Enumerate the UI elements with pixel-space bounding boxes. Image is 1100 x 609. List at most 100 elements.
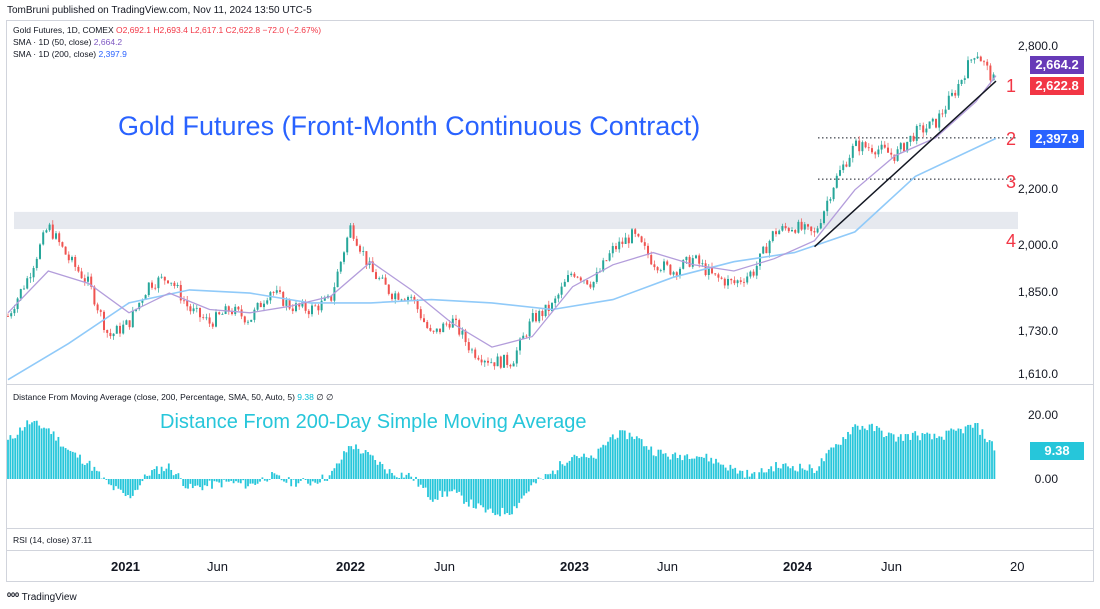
histogram-bar [830, 447, 833, 479]
candle-body [586, 280, 589, 285]
candle-body [883, 144, 886, 148]
candle-body [7, 316, 9, 317]
candle-body [176, 284, 179, 287]
candle-body [227, 306, 230, 312]
histogram-bar [806, 470, 809, 479]
candle-body [343, 252, 345, 262]
time-axis-separator [6, 550, 1094, 551]
candle-body [221, 313, 224, 315]
histogram-bar [803, 469, 806, 479]
histogram-bar [722, 464, 725, 479]
histogram-bar [715, 458, 717, 479]
histogram-bar [491, 479, 494, 513]
histogram-bar [866, 430, 869, 479]
candle-body [746, 276, 749, 283]
candle-body [512, 363, 515, 367]
candle-body [656, 267, 659, 271]
candle-body [211, 323, 214, 327]
trendline [814, 80, 997, 248]
histogram-bar [40, 428, 43, 479]
candle-body [247, 321, 249, 323]
histogram-bar [280, 479, 283, 481]
candle-body [752, 271, 755, 276]
candle-body [797, 221, 800, 233]
histogram-bar [196, 479, 199, 486]
candle-body [474, 349, 477, 358]
histogram-bar [523, 479, 525, 496]
histogram-bar [868, 424, 871, 479]
histogram-bar [57, 436, 60, 479]
candle-body [909, 135, 912, 142]
ohlc-values: O2,692.1 H2,693.4 L2,617.1 C2,622.8 −72.… [116, 25, 322, 35]
candle-body [867, 147, 870, 149]
histogram-bar [455, 479, 458, 493]
histogram-bar [614, 439, 617, 479]
candle-body [631, 229, 633, 244]
histogram-bar [254, 479, 257, 485]
histogram-bar [458, 479, 461, 492]
candle-body [416, 300, 419, 310]
histogram-bar [923, 433, 926, 479]
candle-body [48, 224, 51, 231]
histogram-bar [417, 479, 420, 487]
time-axis-label: 2021 [111, 559, 140, 574]
candle-body [391, 293, 393, 300]
candle-body [400, 299, 403, 301]
histogram-bar [525, 479, 528, 494]
histogram-bar [839, 444, 842, 479]
histogram-bar [902, 440, 905, 479]
candle-body [87, 276, 89, 282]
histogram-bar [95, 470, 98, 479]
candle-body [506, 354, 509, 365]
sma50-legend[interactable]: SMA · 1D (50, close) 2,664.2 [13, 37, 122, 47]
histogram-bar [395, 477, 398, 479]
candle-body [771, 231, 774, 242]
histogram-bar [650, 446, 653, 479]
candle-body [922, 125, 925, 133]
histogram-bar [554, 474, 557, 479]
histogram-bar [667, 456, 669, 479]
histogram-bar [335, 463, 338, 479]
histogram-bar [861, 425, 864, 479]
histogram-bar [633, 439, 636, 479]
histogram-bar [964, 426, 967, 479]
candle-body [845, 164, 848, 167]
candle-body [90, 276, 93, 287]
histogram-bar [501, 479, 504, 508]
tradingview-brand[interactable]: ⁰⁰⁰ TradingView [7, 592, 77, 603]
histogram-bar [928, 433, 931, 479]
sma200-legend[interactable]: SMA · 1D (200, close) 2,397.9 [13, 49, 127, 59]
histogram-bar [127, 479, 129, 495]
histogram-bar [74, 452, 77, 479]
candle-body [890, 152, 893, 155]
candle-body [762, 246, 765, 254]
histogram-bar [273, 473, 276, 479]
rsi-legend[interactable]: RSI (14, close) 37.11 [13, 535, 92, 545]
distance-legend[interactable]: Distance From Moving Average (close, 200… [13, 392, 333, 403]
histogram-bar [638, 438, 641, 479]
pane-separator-2[interactable] [6, 528, 1094, 529]
histogram-bar [729, 464, 732, 479]
level-number-3: 3 [1006, 172, 1017, 192]
candle-body [759, 253, 761, 266]
histogram-bar [446, 479, 449, 497]
histogram-bar [698, 456, 701, 479]
time-axis-label: 2023 [560, 559, 589, 574]
candle-body [627, 237, 630, 244]
histogram-bar [753, 472, 756, 479]
histogram-bar [290, 479, 293, 487]
histogram-bar [345, 452, 348, 479]
histogram-bar [122, 479, 125, 493]
candle-body [336, 271, 339, 288]
candle-body [509, 364, 512, 367]
histogram-bar [225, 479, 228, 482]
histogram-bar [484, 479, 487, 513]
pane-separator-1[interactable] [6, 384, 1094, 385]
histogram-bar [837, 444, 840, 479]
candle-body [634, 229, 637, 234]
histogram-bar [50, 434, 53, 479]
candle-body [67, 254, 70, 261]
histogram-bar [878, 427, 881, 479]
main-series-legend[interactable]: Gold Futures, 1D, COMEX O2,692.1 H2,693.… [13, 25, 321, 35]
